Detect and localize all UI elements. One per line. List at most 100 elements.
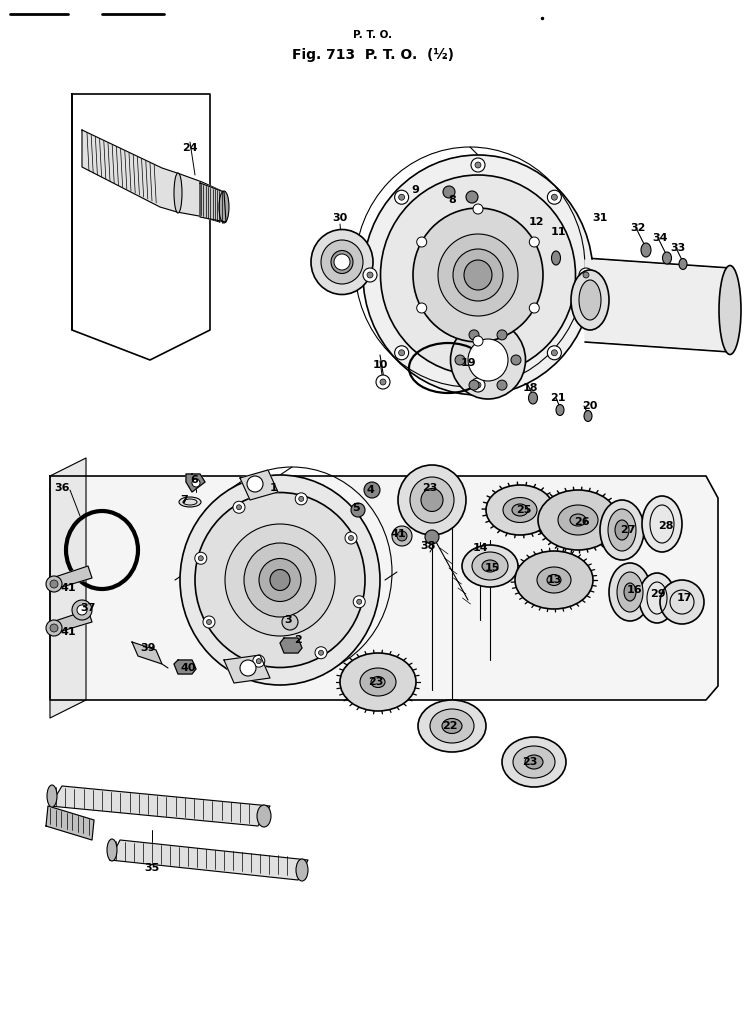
Polygon shape <box>224 655 270 683</box>
Circle shape <box>398 349 404 356</box>
Circle shape <box>579 268 593 282</box>
Text: 29: 29 <box>651 589 666 599</box>
Ellipse shape <box>584 410 592 421</box>
Ellipse shape <box>410 477 454 523</box>
Circle shape <box>548 190 562 205</box>
Ellipse shape <box>547 574 561 586</box>
Text: 1: 1 <box>270 483 278 493</box>
Ellipse shape <box>642 496 682 552</box>
Ellipse shape <box>451 321 525 399</box>
Ellipse shape <box>340 653 416 711</box>
Text: 9: 9 <box>411 185 419 194</box>
Polygon shape <box>52 566 92 590</box>
Ellipse shape <box>515 551 593 609</box>
Circle shape <box>466 191 478 203</box>
Text: 26: 26 <box>574 517 590 527</box>
Circle shape <box>471 378 485 392</box>
Circle shape <box>353 596 366 608</box>
Text: 41: 41 <box>60 627 76 637</box>
Circle shape <box>192 479 200 487</box>
Text: 27: 27 <box>620 525 636 535</box>
Text: 20: 20 <box>583 401 598 411</box>
Ellipse shape <box>462 545 518 587</box>
Circle shape <box>50 580 58 588</box>
Text: 14: 14 <box>472 543 488 553</box>
Circle shape <box>583 272 589 278</box>
Text: 25: 25 <box>516 505 532 515</box>
Ellipse shape <box>180 475 380 685</box>
Ellipse shape <box>558 505 598 535</box>
Text: 2: 2 <box>294 635 302 645</box>
Circle shape <box>240 660 256 676</box>
Ellipse shape <box>719 265 741 355</box>
Text: 41: 41 <box>60 583 76 593</box>
Text: 17: 17 <box>677 593 692 603</box>
Circle shape <box>198 556 204 561</box>
Circle shape <box>398 194 404 201</box>
Circle shape <box>395 190 409 205</box>
Polygon shape <box>132 642 162 664</box>
Text: 7: 7 <box>180 495 188 505</box>
Ellipse shape <box>472 552 508 580</box>
Circle shape <box>195 552 207 564</box>
Circle shape <box>315 646 327 658</box>
Circle shape <box>469 380 479 390</box>
Ellipse shape <box>371 677 385 688</box>
Ellipse shape <box>363 155 593 395</box>
Text: 6: 6 <box>190 475 198 485</box>
Circle shape <box>233 501 245 514</box>
Ellipse shape <box>551 251 560 265</box>
Polygon shape <box>280 638 302 653</box>
Circle shape <box>298 496 304 501</box>
Text: 12: 12 <box>528 217 544 227</box>
Text: 3: 3 <box>284 615 292 625</box>
Circle shape <box>475 162 481 168</box>
Ellipse shape <box>503 497 537 523</box>
Ellipse shape <box>528 392 538 404</box>
Circle shape <box>475 382 481 388</box>
Text: 18: 18 <box>522 383 538 393</box>
Ellipse shape <box>609 563 651 621</box>
Ellipse shape <box>174 173 182 213</box>
Circle shape <box>417 303 427 313</box>
Circle shape <box>443 186 455 198</box>
Text: 21: 21 <box>551 393 565 403</box>
Text: 37: 37 <box>81 603 95 613</box>
Circle shape <box>253 655 265 668</box>
Ellipse shape <box>512 504 528 516</box>
Ellipse shape <box>513 746 555 778</box>
Ellipse shape <box>608 509 636 551</box>
Circle shape <box>72 600 92 620</box>
Ellipse shape <box>662 252 671 264</box>
Ellipse shape <box>398 465 466 535</box>
Circle shape <box>417 237 427 247</box>
Ellipse shape <box>195 492 365 668</box>
Circle shape <box>380 379 386 385</box>
Text: 16: 16 <box>626 585 642 595</box>
Circle shape <box>236 504 242 510</box>
Ellipse shape <box>442 718 462 733</box>
Circle shape <box>203 616 215 628</box>
Ellipse shape <box>360 668 396 696</box>
Circle shape <box>363 268 377 282</box>
Circle shape <box>395 345 409 360</box>
Text: 33: 33 <box>671 243 686 253</box>
Ellipse shape <box>296 859 308 881</box>
Ellipse shape <box>571 270 609 330</box>
Circle shape <box>473 336 483 346</box>
Circle shape <box>548 345 562 360</box>
Circle shape <box>334 254 350 270</box>
Circle shape <box>50 624 58 632</box>
Ellipse shape <box>331 250 353 274</box>
Ellipse shape <box>107 839 117 861</box>
Text: 32: 32 <box>630 223 646 233</box>
Ellipse shape <box>641 243 651 257</box>
Circle shape <box>247 476 263 492</box>
Polygon shape <box>174 660 196 674</box>
Text: 13: 13 <box>546 575 562 585</box>
Ellipse shape <box>430 709 474 743</box>
Circle shape <box>392 526 412 546</box>
Circle shape <box>551 349 557 356</box>
Polygon shape <box>50 786 270 826</box>
Circle shape <box>660 580 704 624</box>
